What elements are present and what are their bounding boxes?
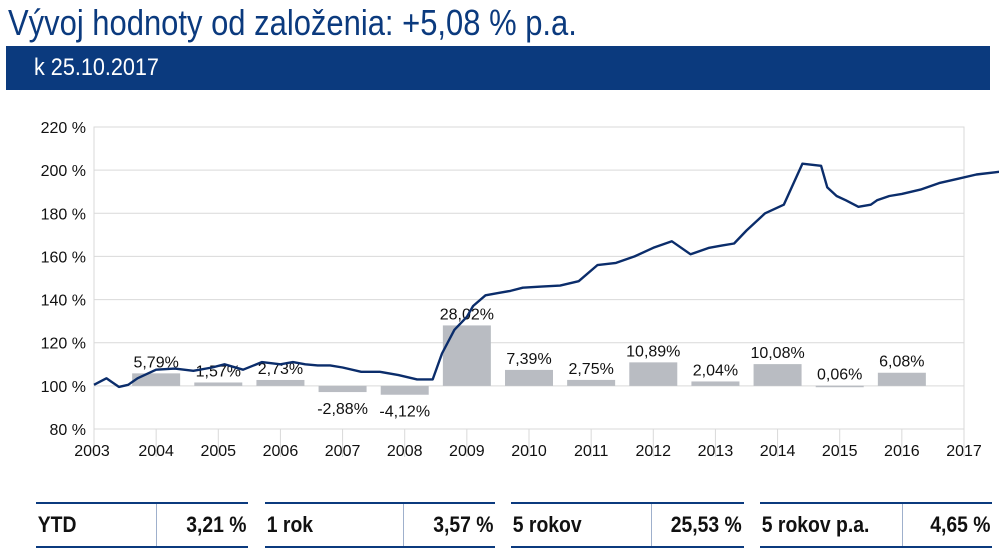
y-tick-label: 120 % xyxy=(41,336,86,353)
bar-2005 xyxy=(194,382,243,386)
x-tick-label-2008: 2008 xyxy=(387,443,423,460)
bar-label-2004: 5,79% xyxy=(133,354,178,371)
x-tick-label-2011: 2011 xyxy=(574,443,609,460)
stat-5-rokov-pa: 5 rokov p.a. 4,65 % xyxy=(760,502,992,548)
bar-label-2006: 2,73% xyxy=(258,361,303,378)
bar-label-2007: -2,88% xyxy=(317,401,368,418)
stat-5-rokov-pa-label: 5 rokov p.a. xyxy=(761,512,870,537)
stat-ytd-label: YTD xyxy=(37,512,77,537)
date-label: k 25.10.2017 xyxy=(34,54,159,81)
bar-2010 xyxy=(505,369,553,386)
bar-2011 xyxy=(567,379,616,386)
bar-2006 xyxy=(256,379,305,386)
bar-2013 xyxy=(691,381,740,386)
bar-label-2016: 6,08% xyxy=(879,354,924,371)
y-tick-label: 180 % xyxy=(41,206,86,223)
x-tick-label-2003: 2003 xyxy=(74,443,110,460)
stat-1-rok: 1 rok 3,57 % xyxy=(265,502,495,548)
y-tick-label: 100 % xyxy=(41,379,86,396)
performance-chart: 220 % 200 % 180 % 160 % 140 % 120 % 100 % 80 % 5… xyxy=(41,120,999,460)
bar-2009 xyxy=(442,325,491,386)
bar-label-2012: 10,89% xyxy=(626,343,680,360)
x-tick-label-2012: 2012 xyxy=(635,443,671,460)
performance-line xyxy=(93,162,999,389)
bar-2004 xyxy=(132,373,181,386)
bar-label-2011: 2,75% xyxy=(568,361,613,378)
bar-2014 xyxy=(753,364,802,386)
date-banner: k 25.10.2017 xyxy=(6,46,990,90)
bar-2012 xyxy=(629,362,678,386)
bar-2008 xyxy=(380,385,429,395)
y-tick-label: 80 % xyxy=(50,422,86,439)
x-tick-label-2004: 2004 xyxy=(138,443,174,460)
stats-row: YTD 3,21 % 1 rok 3,57 % 5 rokov 25,53 % … xyxy=(0,502,999,548)
y-tick-label: 140 % xyxy=(41,293,86,310)
y-tick-label: 220 % xyxy=(41,120,86,137)
bar-label-2010: 7,39% xyxy=(506,351,551,368)
y-tick-label: 160 % xyxy=(41,249,86,266)
stat-ytd-value: 3,21 % xyxy=(156,504,248,546)
x-tick-label-2009: 2009 xyxy=(449,443,485,460)
bar-2007 xyxy=(318,385,367,393)
page-title: Vývoj hodnoty od založenia: +5,08 % p.a. xyxy=(8,2,577,43)
x-tick-label-2016: 2016 xyxy=(884,443,920,460)
stat-1-rok-value: 3,57 % xyxy=(403,504,495,546)
bar-label-2014: 10,08% xyxy=(750,345,804,362)
x-tick-label-2015: 2015 xyxy=(822,443,858,460)
stat-5-rokov-label: 5 rokov xyxy=(512,512,582,537)
bar-2015 xyxy=(815,385,864,388)
stat-ytd: YTD 3,21 % xyxy=(36,502,248,548)
stat-5-rokov-pa-value: 4,65 % xyxy=(902,504,992,546)
stat-1-rok-label: 1 rok xyxy=(266,512,314,537)
x-tick-label-2007: 2007 xyxy=(325,443,361,460)
bar-label-2013: 2,04% xyxy=(693,362,738,379)
x-tick-label-2014: 2014 xyxy=(760,443,796,460)
stat-5-rokov-value: 25,53 % xyxy=(651,504,744,546)
x-tick-label-2013: 2013 xyxy=(698,443,734,460)
y-tick-label: 200 % xyxy=(41,163,86,180)
x-tick-label-2017: 2017 xyxy=(946,443,982,460)
stat-5-rokov: 5 rokov 25,53 % xyxy=(511,502,744,548)
bar-2016 xyxy=(877,372,926,386)
x-tick-label-2010: 2010 xyxy=(511,443,547,460)
bar-label-2015: 0,06% xyxy=(817,367,862,384)
x-tick-label-2006: 2006 xyxy=(263,443,299,460)
x-tick-label-2005: 2005 xyxy=(200,443,236,460)
bar-label-2008: -4,12% xyxy=(379,404,430,421)
